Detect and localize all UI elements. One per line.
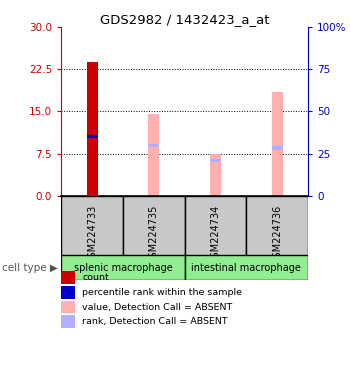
Text: rank, Detection Call = ABSENT: rank, Detection Call = ABSENT [82,317,228,326]
Bar [148,114,159,196]
Text: cell type ▶: cell type ▶ [2,263,58,273]
Bar [210,154,221,196]
Bar [86,135,98,138]
Bar [86,62,98,196]
Text: GSM224734: GSM224734 [210,205,220,264]
Bar [61,196,123,255]
Bar [148,144,159,147]
Text: splenic macrophage: splenic macrophage [74,263,172,273]
Bar [185,196,246,255]
Text: count: count [82,273,109,282]
Text: GSM224733: GSM224733 [87,205,97,264]
Bar [123,196,185,255]
Bar [246,196,308,255]
Text: value, Detection Call = ABSENT: value, Detection Call = ABSENT [82,303,232,311]
Bar [272,146,283,149]
Bar [61,255,185,280]
Bar [210,159,221,162]
Bar [272,92,283,196]
Text: intestinal macrophage: intestinal macrophage [191,263,301,273]
Text: percentile rank within the sample: percentile rank within the sample [82,288,242,297]
Text: GSM224735: GSM224735 [149,205,159,264]
Text: GSM224736: GSM224736 [272,205,282,264]
Title: GDS2982 / 1432423_a_at: GDS2982 / 1432423_a_at [100,13,270,26]
Bar [185,255,308,280]
